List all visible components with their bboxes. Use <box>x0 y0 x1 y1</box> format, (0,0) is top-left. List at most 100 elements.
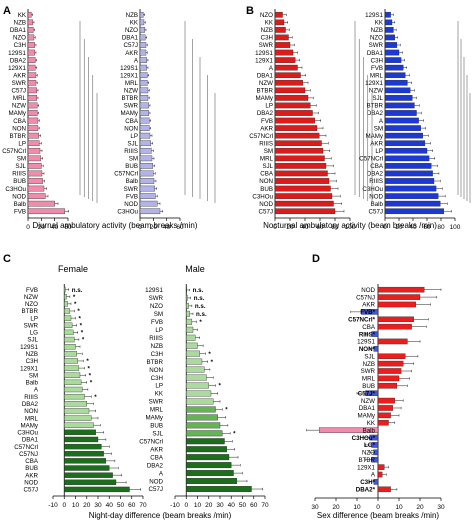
significance-annotation: n.s. <box>193 287 204 294</box>
significance-annotation: n.s. <box>194 295 205 302</box>
category-label: C57J <box>369 208 383 215</box>
bar <box>384 95 413 101</box>
bar <box>27 117 39 124</box>
category-label: C3H <box>14 42 26 49</box>
bar <box>186 470 234 477</box>
category-label: NON <box>259 178 273 185</box>
bar <box>139 125 150 131</box>
category-label: C57NCrl <box>114 171 138 178</box>
category-label: DBA2 <box>22 401 39 408</box>
bar <box>384 34 395 41</box>
bar <box>64 286 66 293</box>
category-label: SM <box>374 125 383 132</box>
bar <box>384 102 415 109</box>
category-label: FVB* <box>360 309 375 316</box>
bar <box>274 163 327 169</box>
category-label: SJL <box>15 163 26 170</box>
category-label: NZW <box>361 398 375 405</box>
bar <box>274 34 289 41</box>
category-label: C3H <box>261 35 273 42</box>
category-label: 129S1 <box>255 50 273 57</box>
category-label: NOD <box>259 201 273 208</box>
category-label: BUB <box>25 465 38 472</box>
category-label: LG <box>30 330 38 337</box>
bar <box>377 486 391 493</box>
bar <box>274 140 322 147</box>
bar <box>64 479 117 485</box>
bar <box>27 140 40 147</box>
category-label: SM <box>29 372 38 379</box>
category-label: Balb <box>14 201 27 208</box>
category-label: DBA2 <box>367 110 384 117</box>
category-label: A <box>134 57 139 64</box>
category-label: SWR <box>149 399 164 406</box>
bar <box>27 193 46 199</box>
category-label: NZB <box>26 351 38 358</box>
category-label: SJL <box>127 140 138 147</box>
bar <box>139 102 149 109</box>
significance-annotation: * <box>88 365 91 372</box>
x-tick-label: 30 <box>311 504 319 511</box>
category-label: FVB <box>261 118 273 125</box>
bar <box>384 79 408 86</box>
x-tick-label: 40 <box>228 502 236 509</box>
category-label: RIIIS* <box>359 331 376 338</box>
x-tick-label: 20 <box>83 502 91 509</box>
bar <box>186 486 252 492</box>
category-label: AKR <box>150 446 163 453</box>
category-label: BTBR <box>146 359 163 366</box>
bar <box>64 451 104 457</box>
bar <box>377 471 383 478</box>
category-label: Balb <box>126 178 139 185</box>
bar <box>274 170 328 177</box>
panel-letter-d: D <box>312 253 320 265</box>
x-tick-label: 30 <box>216 502 224 509</box>
bar <box>384 178 435 184</box>
bar <box>64 329 74 336</box>
category-label: NZW <box>369 88 383 95</box>
category-label: C3H* <box>360 479 375 486</box>
category-label: RIIIS <box>24 394 38 401</box>
bar <box>274 117 315 124</box>
x-axis-label: Diurnal ambulatory activity (beam breaks… <box>33 221 198 230</box>
bar <box>139 185 155 192</box>
bar <box>186 398 214 405</box>
category-label: 129X1 <box>20 365 38 372</box>
category-label: NZW <box>24 294 38 301</box>
category-label: KK <box>375 20 384 27</box>
category-label: BUB <box>260 186 273 193</box>
category-label: NON <box>12 125 26 132</box>
bar <box>139 132 151 139</box>
bar <box>64 315 72 321</box>
category-label: NZO <box>25 301 38 308</box>
category-label: MAMy <box>357 413 375 420</box>
category-label: NZO <box>260 12 273 19</box>
bar <box>64 308 71 314</box>
category-label: SWR <box>361 368 376 375</box>
bar <box>274 200 334 207</box>
bar <box>139 11 144 18</box>
bar <box>384 185 437 192</box>
significance-annotation: * <box>211 359 214 366</box>
category-label: NZW <box>259 80 273 87</box>
significance-annotation: * <box>82 337 85 344</box>
bar <box>139 155 153 162</box>
bar <box>186 302 189 309</box>
bar <box>384 19 393 26</box>
category-label: SWR <box>369 42 384 49</box>
x-tick-label: 80 <box>331 224 339 231</box>
category-label: C3H <box>151 351 163 358</box>
category-label: NZB <box>363 361 375 368</box>
bar <box>139 27 145 33</box>
category-label: 129X1 <box>8 65 26 72</box>
chart-title: Male <box>185 264 205 274</box>
bar <box>139 117 150 124</box>
category-label: NOD <box>149 478 163 485</box>
category-label: LP <box>375 148 383 155</box>
category-label: MAMy <box>255 95 273 102</box>
bar <box>27 57 36 63</box>
bar <box>186 358 203 365</box>
category-label: RIIIS <box>369 178 383 185</box>
bar <box>186 414 218 421</box>
